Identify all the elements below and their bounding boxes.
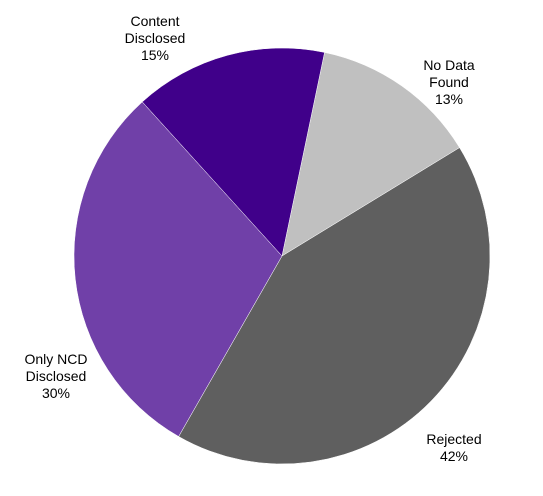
pie-slice-rejected [178, 147, 491, 465]
slice-name-line: Only NCD [24, 351, 87, 367]
slice-label-rejected: Rejected 42% [426, 431, 481, 464]
slice-label-content-disclosed: Content Disclosed 15% [125, 13, 186, 63]
slice-name-line: Found [429, 74, 469, 90]
slice-value-label: 15% [141, 47, 169, 63]
slice-name-line: Rejected [426, 431, 481, 447]
slice-value-label: 42% [440, 448, 468, 464]
pie-slice-content-disclosed [141, 47, 325, 257]
slice-value-label: 13% [435, 91, 463, 107]
pie-slice-no-data-found [281, 52, 460, 257]
slice-name-line: Disclosed [125, 30, 186, 46]
pie-slices [73, 47, 491, 465]
slice-label-only-ncd-disclosed: Only NCD Disclosed 30% [24, 351, 87, 401]
pie-labels: No Data Found 13%Rejected 42%Only NCD Disclo… [24, 13, 481, 464]
pie-slice-only-ncd-disclosed [73, 101, 283, 437]
slice-label-no-data-found: No Data Found 13% [423, 57, 475, 107]
slice-name-line: No Data [423, 57, 475, 73]
slice-value-label: 30% [42, 385, 70, 401]
slice-name-line: Content [130, 13, 179, 29]
slice-name-line: Disclosed [26, 368, 87, 384]
